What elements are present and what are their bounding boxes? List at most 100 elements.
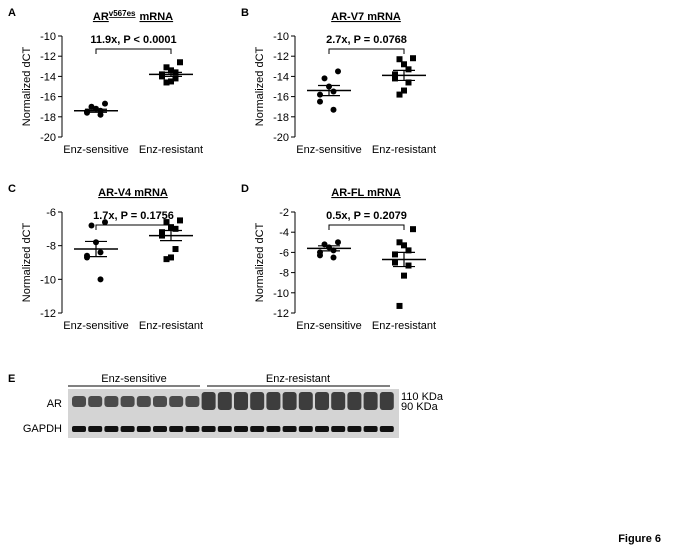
band — [120, 396, 135, 407]
band — [153, 396, 167, 407]
data-point — [172, 246, 179, 253]
band — [266, 426, 281, 432]
chart-title: ARv567es mRNA — [93, 9, 173, 23]
data-point — [401, 87, 407, 94]
size-marker: 110 KDa — [401, 391, 444, 403]
y-tick-label: -6 — [46, 207, 56, 219]
y-tick-label: -14 — [273, 71, 289, 83]
data-point — [335, 68, 341, 75]
y-tick-label: -16 — [40, 92, 56, 104]
data-point — [163, 219, 170, 226]
y-tick-label: -16 — [273, 92, 289, 104]
y-tick-label: -2 — [279, 207, 289, 219]
band — [331, 426, 346, 432]
data-point — [401, 61, 407, 68]
data-point — [405, 66, 412, 73]
y-tick-label: -18 — [40, 112, 56, 124]
band — [379, 426, 394, 432]
data-point — [102, 100, 108, 107]
band — [72, 396, 86, 407]
band — [234, 392, 248, 410]
annotation: 2.7x, P = 0.0768 — [326, 34, 407, 46]
data-point — [88, 222, 95, 229]
y-tick-label: -18 — [273, 112, 289, 124]
y-tick-label: -8 — [279, 268, 289, 280]
sem-bar — [85, 240, 107, 258]
data-point — [330, 254, 337, 261]
significance-bracket — [328, 224, 405, 230]
data-point — [172, 75, 179, 82]
data-point — [401, 272, 407, 279]
sem-bar — [393, 69, 415, 82]
title-text: AR-FL mRNA — [331, 187, 401, 199]
band — [104, 426, 119, 432]
x-tick-label: Enz-sensitive — [63, 320, 128, 332]
data-point — [405, 247, 412, 254]
data-point — [396, 302, 403, 309]
data-point — [88, 103, 95, 110]
title-superscript: v567es — [109, 9, 136, 18]
data-point — [396, 56, 403, 63]
panel-letter: D — [241, 183, 249, 195]
y-tick-label: -10 — [40, 274, 56, 286]
y-tick-label: -8 — [46, 241, 56, 253]
band — [185, 426, 200, 432]
y-axis-label: Normalized dCT — [21, 222, 33, 302]
data-point — [401, 242, 407, 249]
band — [315, 392, 329, 410]
y-tick-label: -10 — [273, 31, 289, 43]
blot-row-label: AR — [47, 398, 62, 410]
band — [104, 396, 119, 407]
data-point — [396, 91, 403, 98]
band — [88, 426, 103, 432]
band — [88, 396, 103, 407]
band — [169, 396, 184, 407]
y-tick-label: -20 — [40, 132, 56, 144]
data-point — [392, 259, 398, 266]
data-point — [84, 254, 90, 261]
blot-row-label: GAPDH — [23, 423, 62, 435]
band — [185, 396, 200, 407]
data-point — [317, 252, 323, 259]
data-point — [410, 226, 416, 233]
y-tick-label: -20 — [273, 132, 289, 144]
data-point — [392, 75, 398, 82]
data-point — [163, 256, 170, 263]
data-point — [321, 75, 328, 82]
y-tick-label: -12 — [273, 51, 289, 63]
x-tick-label: Enz-sensitive — [296, 144, 361, 156]
band — [72, 426, 86, 432]
band — [217, 392, 232, 410]
sem-bar — [318, 245, 340, 252]
x-tick-label: Enz-sensitive — [296, 320, 361, 332]
annotation: 11.9x, P < 0.0001 — [90, 34, 176, 46]
data-point — [405, 262, 412, 269]
y-tick-label: -12 — [40, 51, 56, 63]
title-text: AR-V7 mRNA — [331, 11, 401, 23]
data-point — [317, 98, 323, 105]
data-point — [335, 239, 341, 246]
x-tick-label: Enz-sensitive — [63, 144, 128, 156]
band — [331, 392, 346, 410]
band — [282, 392, 297, 410]
y-axis-label: Normalized dCT — [254, 222, 266, 302]
data-point — [172, 225, 179, 232]
band — [315, 426, 329, 432]
data-point — [163, 79, 170, 86]
band — [201, 426, 216, 432]
data-point — [392, 251, 398, 258]
y-tick-label: -10 — [273, 288, 289, 300]
x-tick-label: Enz-resistant — [139, 320, 203, 332]
band — [201, 392, 216, 410]
data-point — [396, 239, 403, 246]
chart-title: AR-V7 mRNA — [331, 11, 401, 23]
y-tick-label: -6 — [279, 247, 289, 259]
data-point — [168, 224, 174, 231]
data-point — [410, 55, 416, 62]
sem-bar — [393, 251, 415, 268]
significance-bracket — [95, 48, 172, 54]
sem-bar — [85, 108, 107, 113]
annotation: 1.7x, P = 0.1756 — [93, 210, 174, 222]
data-point — [317, 91, 323, 98]
